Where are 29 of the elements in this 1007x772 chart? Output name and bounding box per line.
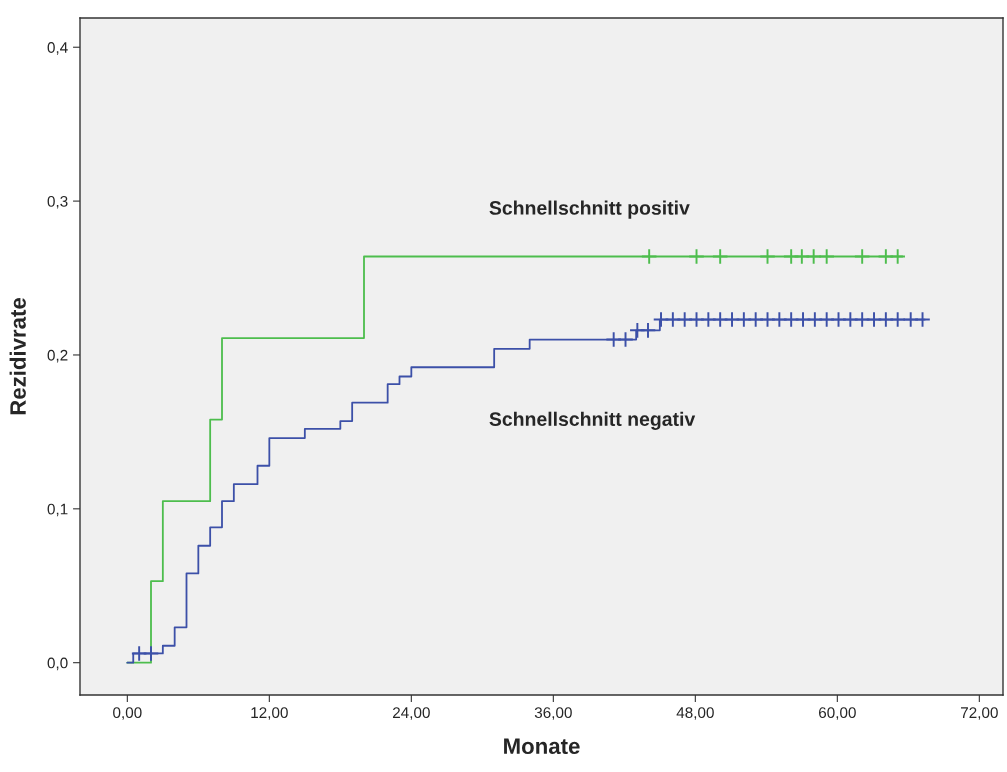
annotation: Schnellschnitt negativ [489, 411, 696, 430]
point [639, 322, 657, 339]
point [617, 331, 634, 348]
x-tick-label: 60,00 [819, 707, 856, 720]
point [889, 248, 906, 265]
point [805, 248, 822, 265]
point [640, 248, 658, 265]
x-tick-label: 0,00 [113, 707, 142, 720]
y-tick-label: 0,0 [47, 657, 68, 671]
x-tick-label: 36,00 [534, 707, 572, 720]
y-tick-label: 0,1 [47, 503, 68, 517]
x-axis-title: Monate [504, 738, 580, 755]
point [853, 248, 871, 265]
annotation: Schnellschnitt positiv [489, 200, 690, 219]
point [759, 248, 776, 265]
x-tick-label: 48,00 [676, 707, 714, 720]
y-tick-label: 0,4 [47, 42, 68, 55]
y-axis-title: Rezidivrate [9, 297, 26, 415]
y-tick-label: 0,3 [47, 195, 68, 209]
point [889, 311, 906, 328]
x-tick-label: 24,00 [392, 707, 430, 720]
point [711, 248, 729, 265]
point [142, 645, 160, 662]
x-tick-label: 72,00 [961, 707, 998, 720]
y-tick-label: 0,2 [47, 349, 68, 363]
x-tick-label: 12,00 [251, 707, 288, 720]
point [914, 311, 931, 328]
point [688, 248, 705, 265]
point [818, 248, 835, 265]
